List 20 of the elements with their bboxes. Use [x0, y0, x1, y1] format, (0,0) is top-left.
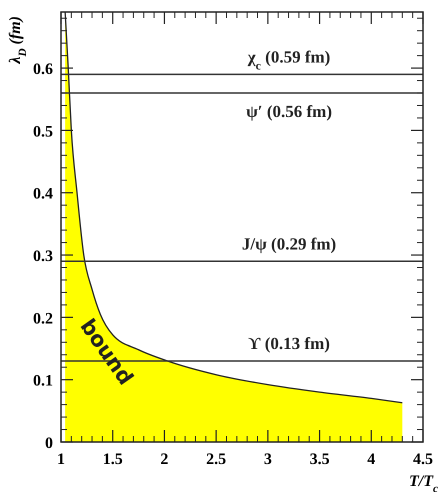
- y-tick-label: 0.1: [33, 372, 53, 390]
- y-tick-label: 0.2: [33, 310, 53, 328]
- ref-line-label: ψ′ (0.56 fm): [246, 102, 332, 122]
- x-axis-title: T/T$_{c}$: [409, 473, 438, 492]
- x-tick-label: 4: [367, 451, 376, 468]
- y-tick-label: 0.3: [33, 248, 53, 266]
- ref-line-label: ϒ (0.13 fm): [248, 334, 330, 353]
- x-tick-label: 2: [160, 451, 168, 468]
- y-tick-label: 0.4: [33, 186, 53, 203]
- y-tick-label: 0: [45, 435, 53, 452]
- x-tick-label: 1.5: [102, 451, 123, 468]
- x-tick-label: 1: [57, 451, 65, 468]
- x-tick-label: 2.5: [206, 451, 226, 468]
- ref-line-label: χ$_{c}$ (0.59 fm): [246, 47, 330, 72]
- y-tick-label: 0.6: [33, 61, 53, 78]
- x-tick-label: 4.5: [413, 451, 433, 468]
- x-tick-label: 3.5: [310, 451, 330, 468]
- y-tick-label: 0.5: [33, 123, 53, 140]
- ref-line-label: J/ψ (0.29 fm): [242, 234, 336, 254]
- x-tick-label: 3: [264, 451, 272, 468]
